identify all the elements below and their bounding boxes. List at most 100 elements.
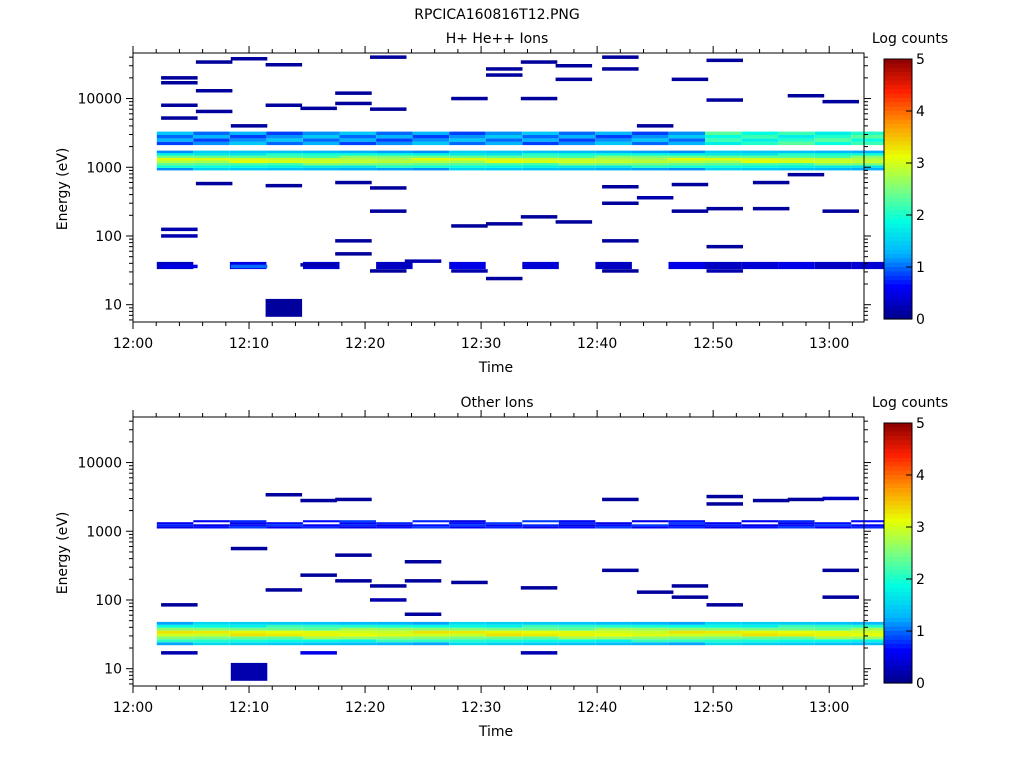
secondary-band-cell (558, 141, 596, 146)
colorbar-segment (884, 171, 912, 177)
main-band-cell (266, 621, 303, 625)
main-band-cell (229, 642, 267, 646)
main-band-cell (522, 633, 559, 637)
main-band-cell (412, 630, 450, 634)
colorbar-segment (884, 219, 912, 225)
colorbar-segment (884, 631, 912, 636)
main-band-cell (156, 630, 194, 634)
main-band-cell (631, 639, 669, 643)
colorbar-segment (884, 284, 912, 290)
secondary-band-cell (741, 135, 779, 139)
main-band-cell (814, 167, 852, 171)
main-band-cell (303, 642, 340, 646)
main-band-cell (741, 636, 779, 640)
main-band-cell (376, 163, 413, 166)
main-band-cell (303, 624, 340, 628)
main-band-cell (449, 630, 486, 634)
main-band-cell (193, 621, 230, 625)
secondary-band-cell (814, 522, 852, 525)
main-band-cell (229, 160, 267, 163)
main-band-cell (412, 639, 450, 643)
main-band-cell (303, 163, 340, 166)
secondary-band-cell (193, 135, 230, 139)
main-band-cell (851, 630, 888, 634)
secondary-band-cell (339, 520, 376, 523)
colorbar-segment (884, 501, 912, 506)
count-cell (230, 57, 268, 61)
colorbar-tick-label: 4 (916, 104, 925, 120)
secondary-band-cell (339, 522, 376, 525)
colorbar-segment (884, 193, 912, 199)
count-cell (636, 590, 674, 594)
secondary-band-cell (266, 522, 303, 525)
main-band-cell (778, 624, 815, 628)
secondary-band-cell (485, 522, 523, 525)
main-band-cell (705, 639, 742, 643)
colorbar-segment (884, 232, 912, 238)
colorbar-segment (884, 592, 912, 597)
main-band-cell (668, 633, 705, 637)
main-band-cell (193, 642, 230, 646)
main-band-cell (631, 624, 669, 628)
main-band-cell (266, 153, 303, 156)
secondary-band-cell (558, 522, 596, 525)
main-band-cell (266, 627, 303, 631)
main-band-cell (705, 165, 742, 168)
main-band-cell (631, 642, 669, 646)
colorbar-segment (884, 622, 912, 628)
main-band-cell (193, 165, 230, 168)
main-band-cell (229, 627, 267, 631)
main-band-cell (778, 627, 815, 631)
secondary-band-cell (339, 141, 376, 146)
secondary-band-cell (668, 524, 705, 527)
colorbar-segment (884, 67, 912, 73)
main-band-cell (595, 165, 632, 168)
secondary-band-cell (668, 135, 705, 139)
main-band-cell (778, 642, 815, 646)
secondary-band-cell (851, 141, 888, 146)
main-band-cell (412, 621, 450, 625)
secondary-band-cell (485, 141, 523, 146)
colorbar-segment (884, 85, 912, 90)
secondary-band-cell (851, 135, 888, 139)
count-cell (787, 94, 825, 98)
count-cell (486, 222, 523, 226)
main-band-cell (705, 155, 742, 158)
colorbar-segment (884, 613, 912, 619)
secondary-band-cell (266, 526, 303, 529)
secondary-band-cell (522, 135, 559, 139)
main-band-cell (595, 150, 632, 154)
low-energy-band-cell (778, 261, 815, 270)
secondary-band-cell (266, 131, 303, 135)
colorbar-segment (884, 566, 912, 571)
x-tick-label: 13:00 (809, 700, 849, 716)
colorbar-segment (884, 626, 912, 632)
main-band-cell (449, 621, 486, 625)
secondary-band-cell (851, 526, 888, 529)
main-band-cell (156, 633, 194, 637)
secondary-band-cell (339, 135, 376, 139)
main-band-cell (412, 150, 450, 154)
secondary-band-cell (156, 141, 194, 146)
main-band-cell (741, 155, 779, 158)
count-cell (787, 497, 825, 502)
colorbar-tick-label: 1 (916, 260, 925, 276)
colorbar-segment (884, 540, 912, 545)
count-cell (335, 579, 372, 583)
colorbar-segment (884, 245, 912, 251)
secondary-band-cell (266, 135, 303, 139)
main-band-cell (558, 150, 596, 154)
low-energy-band-cell (705, 261, 742, 270)
secondary-band-cell (851, 131, 888, 135)
secondary-band-cell (193, 526, 230, 529)
secondary-band-cell (851, 138, 888, 142)
main-band-cell (449, 150, 486, 154)
main-band-cell (193, 158, 230, 161)
y-tick-label: 10 (104, 298, 122, 314)
main-band-cell (449, 163, 486, 166)
count-cell (822, 568, 859, 573)
main-band-cell (229, 636, 267, 640)
colorbar-segment (884, 275, 912, 281)
main-band-cell (376, 621, 413, 625)
main-band-cell (778, 621, 815, 625)
